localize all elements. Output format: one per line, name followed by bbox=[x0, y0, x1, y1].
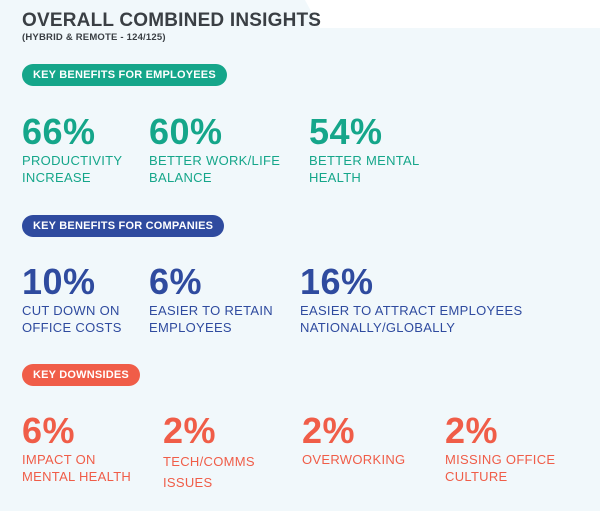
stat-label-line1: EASIER TO ATTRACT EMPLOYEES bbox=[300, 303, 523, 318]
stat-value: 10% bbox=[22, 261, 96, 302]
stat-label-line2: ISSUES bbox=[163, 475, 213, 490]
stat-label-line2: INCREASE bbox=[22, 170, 91, 185]
downsides-section-badge: KEY DOWNSIDES bbox=[22, 364, 140, 386]
stat-label-line1: BETTER WORK/LIFE bbox=[149, 153, 281, 168]
page-title: OVERALL COMBINED INSIGHTS bbox=[22, 10, 322, 31]
stat-label-line2: HEALTH bbox=[309, 170, 362, 185]
stat-impact-mental-health: 6% IMPACT ON MENTAL HEALTH bbox=[22, 411, 131, 485]
stat-label-line1: IMPACT ON bbox=[22, 452, 96, 467]
stat-label-line2: OFFICE COSTS bbox=[22, 320, 122, 335]
stat-overworking: 2% OVERWORKING bbox=[302, 411, 405, 469]
stat-value: 54% bbox=[309, 111, 383, 152]
stat-label-line1: TECH/COMMS bbox=[163, 454, 255, 469]
stat-label-line2: MENTAL HEALTH bbox=[22, 469, 132, 484]
stat-value: 2% bbox=[445, 410, 499, 451]
stat-attract-employees: 16% EASIER TO ATTRACT EMPLOYEES NATIONAL… bbox=[300, 262, 522, 336]
employees-section-badge: KEY BENEFITS FOR EMPLOYEES bbox=[22, 64, 227, 86]
stat-label-line1: PRODUCTIVITY bbox=[22, 153, 123, 168]
stat-mental-health: 54% BETTER MENTAL HEALTH bbox=[309, 112, 420, 186]
page-subtitle: (HYBRID & REMOTE - 124/125) bbox=[22, 32, 166, 43]
stat-tech-comms: 2% TECH/COMMS ISSUES bbox=[163, 411, 255, 493]
stat-office-costs: 10% CUT DOWN ON OFFICE COSTS bbox=[22, 262, 122, 336]
stat-label-line1: CUT DOWN ON bbox=[22, 303, 120, 318]
stat-label-line1: OVERWORKING bbox=[302, 452, 406, 467]
stat-work-life-balance: 60% BETTER WORK/LIFE BALANCE bbox=[149, 112, 280, 186]
stat-value: 16% bbox=[300, 261, 374, 302]
stat-missing-office-culture: 2% MISSING OFFICE CULTURE bbox=[445, 411, 555, 485]
companies-section-badge: KEY BENEFITS FOR COMPANIES bbox=[22, 215, 225, 237]
stat-label-line2: NATIONALLY/GLOBALLY bbox=[300, 320, 456, 335]
stat-label-line2: BALANCE bbox=[149, 170, 212, 185]
stat-label-line2: EMPLOYEES bbox=[149, 320, 232, 335]
stat-label-line2: CULTURE bbox=[445, 469, 508, 484]
stat-productivity: 66% PRODUCTIVITY INCREASE bbox=[22, 112, 122, 186]
stat-value: 2% bbox=[163, 410, 217, 451]
stat-value: 6% bbox=[149, 261, 203, 302]
stat-value: 60% bbox=[149, 111, 223, 152]
stat-label-line1: MISSING OFFICE bbox=[445, 452, 556, 467]
stat-value: 66% bbox=[22, 111, 96, 152]
stat-value: 6% bbox=[22, 410, 76, 451]
stat-retain-employees: 6% EASIER TO RETAIN EMPLOYEES bbox=[149, 262, 273, 336]
stat-label-line1: BETTER MENTAL bbox=[309, 153, 420, 168]
stat-label-line1: EASIER TO RETAIN bbox=[149, 303, 273, 318]
stat-value: 2% bbox=[302, 410, 356, 451]
